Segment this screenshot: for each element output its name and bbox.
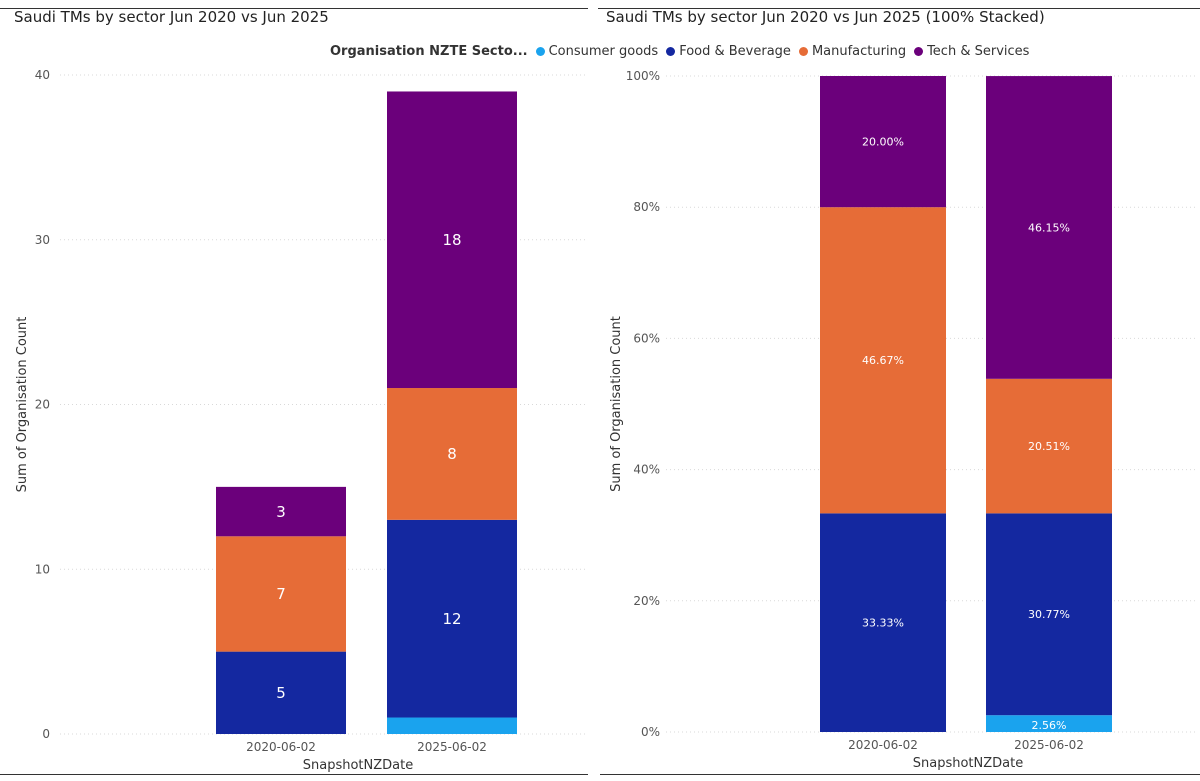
- y-tick-label: 80%: [633, 200, 660, 214]
- legend-item-consumer-goods[interactable]: Consumer goods: [535, 44, 659, 59]
- legend-label: Manufacturing: [811, 44, 907, 59]
- data-label: 18: [442, 231, 461, 249]
- y-tick-label: 40%: [633, 463, 660, 477]
- bar-segment: [216, 651, 346, 734]
- x-axis-label: SnapshotNZDate: [913, 756, 1023, 771]
- data-label: 46.15%: [1028, 221, 1070, 234]
- data-label: 12: [442, 610, 461, 628]
- bar-segment: [986, 715, 1112, 732]
- bar-segment: [387, 519, 517, 718]
- data-label: 3: [276, 503, 286, 521]
- y-tick-label: 10: [35, 562, 50, 576]
- bar-segment: [986, 76, 1112, 379]
- y-axis-label: Sum of Organisation Count: [15, 317, 30, 493]
- y-tick-label: 20%: [633, 594, 660, 608]
- x-tick-label: 2025-06-02: [417, 740, 487, 754]
- x-tick-label: 2020-06-02: [848, 738, 918, 752]
- bar-segment: [986, 513, 1112, 716]
- y-tick-label: 100%: [626, 69, 660, 83]
- data-label: 2.56%: [1032, 719, 1067, 732]
- left-panel-top-border: [0, 8, 588, 9]
- bar-segment: [820, 207, 946, 514]
- legend-label: Consumer goods: [548, 44, 659, 59]
- left-panel-bottom-border: [0, 774, 588, 775]
- right-panel-top-border: [598, 8, 1200, 9]
- y-axis-label: Sum of Organisation Count: [609, 316, 624, 492]
- data-label: 46.67%: [862, 354, 904, 367]
- legend-dot-icon: [914, 47, 924, 56]
- x-tick-label: 2025-06-02: [1014, 738, 1084, 752]
- legend-dot-icon: [535, 47, 545, 56]
- y-tick-label: 30: [35, 233, 50, 247]
- bar-segment: [387, 91, 517, 389]
- legend-title: Organisation NZTE Secto...: [330, 44, 528, 59]
- legend-dot-icon: [798, 47, 808, 56]
- y-tick-label: 40: [35, 68, 50, 82]
- legend-item-food-beverage[interactable]: Food & Beverage: [666, 44, 791, 59]
- right-100pct-stacked-bar-chart: 0% 20% 40% 60% 80% 100% Sum of Organisation Co…: [609, 69, 1198, 771]
- bar-segment: [216, 486, 346, 537]
- y-tick-label: 0: [42, 727, 50, 741]
- data-label: 7: [276, 585, 286, 603]
- left-stacked-bar-chart: 0 10 20 30 40 Sum of Organisation Count 5 7 3 202…: [15, 68, 585, 773]
- legend: Organisation NZTE Secto... Consumer good…: [330, 44, 1037, 59]
- x-axis-label: SnapshotNZDate: [303, 758, 413, 773]
- data-label: 33.33%: [862, 617, 904, 630]
- legend-dot-icon: [666, 47, 676, 56]
- data-label: 30.77%: [1028, 608, 1070, 621]
- legend-label: Food & Beverage: [679, 44, 791, 59]
- bar-segment: [820, 76, 946, 208]
- legend-item-tech-services[interactable]: Tech & Services: [914, 44, 1029, 59]
- data-label: 20.00%: [862, 135, 904, 148]
- data-label: 5: [276, 684, 286, 702]
- bar-segment: [986, 378, 1112, 514]
- y-tick-label: 0%: [641, 725, 660, 739]
- right-panel-bottom-border: [600, 774, 1200, 775]
- data-label: 8: [447, 445, 457, 463]
- bar-segment: [387, 388, 517, 520]
- legend-item-manufacturing[interactable]: Manufacturing: [798, 44, 907, 59]
- x-tick-label: 2020-06-02: [246, 740, 316, 754]
- right-chart-title: Saudi TMs by sector Jun 2020 vs Jun 2025…: [606, 8, 1045, 26]
- bar-segment: [216, 536, 346, 652]
- legend-label: Tech & Services: [927, 44, 1030, 59]
- data-label: 20.51%: [1028, 440, 1070, 453]
- left-chart-title: Saudi TMs by sector Jun 2020 vs Jun 2025: [14, 8, 329, 26]
- y-tick-label: 60%: [633, 331, 660, 345]
- bar-segment: [820, 513, 946, 732]
- bar-segment: [387, 717, 517, 734]
- y-tick-label: 20: [35, 398, 50, 412]
